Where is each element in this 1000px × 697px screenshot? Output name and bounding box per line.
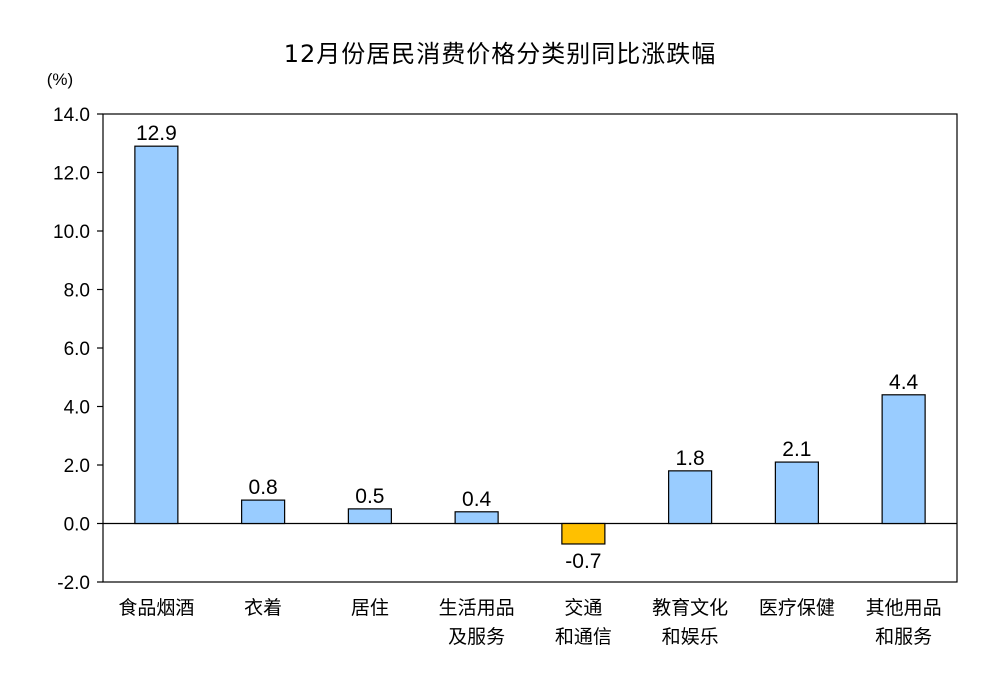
x-category-label: 和娱乐 — [662, 626, 719, 648]
plot-area-frame — [102, 113, 958, 583]
y-tick-label: 14.0 — [53, 105, 90, 126]
y-axis-unit-label: (%) — [47, 70, 73, 89]
x-category-label: 生活用品 — [439, 597, 515, 619]
bar-value-label: 0.4 — [462, 488, 492, 511]
bar — [774, 461, 819, 525]
x-category-label: 衣着 — [244, 597, 282, 619]
x-category-label: 交通 — [564, 597, 602, 619]
y-tick-label: 4.0 — [64, 398, 90, 419]
bar-value-label: 0.8 — [249, 476, 278, 499]
y-axis: 14.0 12.0 10.0 8.0 6.0 4.0 2.0 0.0 -2.0 — [53, 105, 103, 594]
bar — [347, 508, 392, 525]
bar-value-label: 12.9 — [136, 122, 177, 145]
x-category-label: 食品烟酒 — [118, 597, 194, 619]
bar-value-label: 4.4 — [889, 371, 919, 394]
x-category-label: 教育文化 — [652, 597, 728, 619]
chart-title: 12月份居民消费价格分类别同比涨跌幅 — [283, 40, 717, 68]
bar — [881, 394, 926, 525]
x-category-label: 和服务 — [875, 626, 932, 648]
y-tick-label: -2.0 — [57, 573, 90, 594]
y-tick-label: 0.0 — [64, 515, 90, 536]
y-tick-label: 10.0 — [53, 222, 90, 243]
x-category-label: 居住 — [351, 597, 389, 619]
y-tick-label: 6.0 — [64, 339, 90, 360]
bar — [454, 511, 499, 525]
y-tick-label: 8.0 — [64, 281, 90, 302]
bar — [134, 145, 179, 525]
bar — [241, 499, 286, 525]
x-category-label: 和通信 — [555, 626, 612, 648]
bar-value-label: 1.8 — [676, 447, 705, 470]
x-category-label: 其他用品 — [866, 597, 942, 619]
x-category-label: 医疗保健 — [759, 597, 835, 619]
x-category-label: 及服务 — [448, 626, 505, 648]
bar-value-label: 0.5 — [355, 485, 384, 508]
y-tick-label: 2.0 — [64, 456, 90, 477]
bar — [561, 522, 606, 545]
bar — [668, 470, 713, 525]
bar-value-label: -0.7 — [565, 550, 601, 573]
bar-series: 12.9 0.8 0.5 0.4 -0.7 1.8 2.1 4.4 — [134, 122, 926, 573]
y-tick-label: 12.0 — [53, 164, 90, 185]
bar-value-label: 2.1 — [782, 438, 811, 461]
